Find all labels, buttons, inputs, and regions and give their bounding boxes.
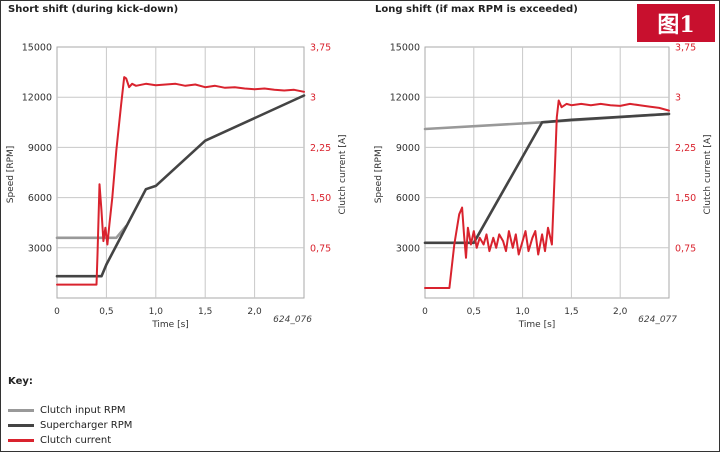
- chart-2-y2-tick-label: 1,50: [675, 193, 696, 204]
- chart-1-y-tick-label: 3000: [28, 243, 52, 254]
- chart-2-x-tick-label: 2,0: [613, 307, 628, 317]
- chart-2-series-supercharger-rpm: [423, 112, 671, 245]
- chart-2-y-tick-label: 12000: [390, 93, 420, 104]
- chart-1-y2-tick-label: 0,75: [310, 243, 331, 254]
- chart-2-y-tick-label: 6000: [396, 193, 420, 204]
- chart-2-y-axis-title: Speed [RPM]: [374, 146, 384, 204]
- chart-2-x-tick-label: 1,5: [564, 307, 578, 317]
- chart-1-series-clutch-current: [56, 76, 305, 286]
- chart-2-y2-axis-title: Clutch current [A]: [703, 134, 713, 214]
- chart-2-y-tick-label: 9000: [396, 143, 420, 154]
- chart-1-y2-tick-label: 3,75: [310, 43, 331, 54]
- legend-item-clutch-input: Clutch input RPM: [8, 403, 126, 417]
- chart-1-x-tick-label: 1,0: [149, 307, 164, 317]
- figure-badge: 图1: [637, 4, 715, 42]
- chart-1-title: Short shift (during kick-down): [8, 4, 179, 15]
- chart-1-x-tick-label: 1,5: [198, 307, 212, 317]
- chart-2-plot-area: [424, 46, 670, 299]
- legend-swatch: [8, 423, 34, 427]
- chart-1-y-tick-label: 6000: [28, 193, 52, 204]
- legend-label: Clutch input RPM: [40, 404, 126, 416]
- chart-1-y2-tick-label: 1,50: [310, 193, 331, 204]
- chart-1-y-axis-title: Speed [RPM]: [6, 146, 16, 204]
- chart-1-y-tick-label: 15000: [22, 43, 52, 54]
- chart-1-y-tick-label: 9000: [28, 143, 52, 154]
- legend-item-clutch-current: Clutch current: [8, 433, 111, 447]
- chart-1-x-tick-label: 0: [54, 307, 60, 317]
- chart-2-y2-tick-label: 0,75: [675, 243, 696, 254]
- chart-1-y2-tick-label: 2,25: [310, 143, 331, 154]
- chart-2-x-tick-label: 0: [422, 307, 428, 317]
- chart-1-series-clutch-input-rpm: [55, 224, 128, 240]
- chart-1-series-supercharger-rpm: [55, 94, 306, 278]
- chart-1-y2-axis-title: Clutch current [A]: [338, 134, 348, 214]
- chart-2-x-tick-label: 0,5: [467, 307, 481, 317]
- chart-2-y2-tick-label: 3: [675, 93, 681, 104]
- chart-2-y2-tick-label: 2,25: [675, 143, 696, 154]
- chart-1-y2-tick-label: 3: [310, 93, 316, 104]
- legend-swatch: [8, 408, 34, 412]
- chart-2-x-axis-title: Time [s]: [518, 320, 556, 330]
- chart-2-title: Long shift (if max RPM is exceeded): [375, 4, 578, 15]
- chart-2-figure-code: 624_077: [638, 315, 677, 325]
- chart-2-x-tick-label: 1,0: [515, 307, 530, 317]
- key-title: Key:: [8, 376, 33, 387]
- chart-2-y2-tick-label: 3,75: [675, 43, 696, 54]
- chart-1-x-tick-label: 2,0: [247, 307, 262, 317]
- chart-1-y-tick-label: 12000: [22, 93, 52, 104]
- legend-label: Clutch current: [40, 434, 112, 446]
- chart-2-y-tick-label: 15000: [390, 43, 420, 54]
- legend-item-supercharger: Supercharger RPM: [8, 418, 132, 432]
- legend-label: Supercharger RPM: [40, 419, 133, 431]
- chart-1-figure-code: 624_076: [273, 315, 312, 325]
- chart-2-y-tick-label: 3000: [396, 243, 420, 254]
- chart-1-x-tick-label: 0,5: [99, 307, 113, 317]
- legend-swatch: [8, 438, 34, 442]
- chart-2-series-clutch-current: [424, 99, 670, 289]
- chart-1-x-axis-title: Time [s]: [151, 320, 189, 330]
